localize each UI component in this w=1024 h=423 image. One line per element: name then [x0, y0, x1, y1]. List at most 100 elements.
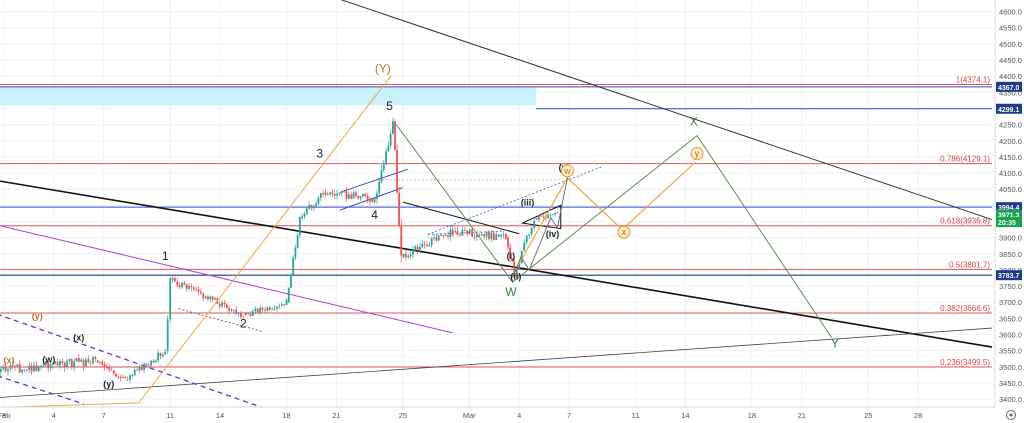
candle-body	[511, 258, 514, 262]
candle-body	[312, 205, 315, 208]
candle-body	[85, 359, 87, 367]
candle-body	[129, 375, 131, 380]
candle-body	[232, 309, 235, 311]
candle-body	[103, 364, 106, 368]
candle-body	[271, 308, 274, 310]
candle-body	[240, 312, 242, 317]
wave-circle-label: x	[622, 227, 627, 237]
level-lines	[0, 84, 992, 368]
candle-body	[463, 230, 466, 231]
candle-body	[544, 216, 547, 219]
price-tag-label: 3783.7	[998, 273, 1020, 280]
candle-body	[317, 197, 320, 204]
supply-zone-box	[0, 86, 536, 106]
time-tick-label: 18	[282, 411, 290, 420]
candle-body	[485, 231, 488, 237]
wave-label: (x)	[73, 332, 84, 342]
wave-label: (iv)	[546, 229, 560, 239]
candle-body	[157, 352, 160, 361]
wave-label: Y	[831, 336, 839, 350]
price-tick-label: 4500.0	[999, 40, 1022, 49]
candle-body	[147, 365, 150, 366]
wave-label: (iii)	[521, 197, 535, 207]
candle-body	[421, 243, 424, 248]
candle-body	[345, 191, 348, 199]
candle-body	[211, 296, 214, 300]
fib-label: 1(4374.1)	[956, 76, 991, 85]
candle-body	[500, 234, 502, 237]
candle-body	[556, 212, 559, 214]
wave-label: (ii)	[510, 272, 521, 282]
candle-body	[30, 365, 33, 372]
candle-body	[378, 181, 381, 194]
time-axis[interactable]: 8Feb 4 7 11 14 18 21 25 Mar 4 7 11 14 18 21 25 28	[0, 406, 1024, 423]
price-tick-label: 3850.0	[999, 250, 1022, 259]
candle-body	[507, 237, 509, 248]
candle-body	[87, 359, 90, 363]
price-tag-label: 4367.0	[998, 85, 1020, 92]
candle-body	[513, 261, 516, 275]
settings-gear-icon[interactable]	[1006, 410, 1016, 420]
time-tick-label: 7	[567, 411, 571, 420]
price-tick-label: 3450.0	[999, 379, 1022, 388]
candle-body	[461, 230, 464, 236]
candle-body	[143, 363, 145, 370]
candle-body	[273, 308, 276, 310]
candle-body	[382, 164, 385, 171]
candle-body	[547, 215, 550, 219]
candle-body	[554, 212, 557, 215]
candle-body	[96, 360, 99, 363]
candle-body	[0, 368, 2, 372]
time-tick-label: 21	[332, 411, 340, 420]
candle-body	[33, 365, 35, 372]
candle-body	[207, 296, 209, 300]
price-axis[interactable]: 3400.0 3450.0 3500.0 3550.0 3600.0 3650.0 3700…	[994, 0, 1024, 423]
candle-body	[101, 361, 104, 365]
candle-body	[122, 377, 124, 378]
candle-body	[70, 359, 73, 367]
candle-body	[61, 360, 64, 363]
candle-body	[296, 235, 299, 248]
wave-label: (y)	[32, 311, 43, 321]
candle-body	[176, 281, 179, 286]
wave-label: 3	[316, 147, 323, 161]
candle-body	[35, 365, 38, 372]
candle-body	[449, 229, 452, 237]
candle-body	[145, 363, 148, 366]
candle-body	[520, 250, 523, 263]
candle-body	[476, 234, 478, 237]
wave-label: 4	[371, 208, 378, 222]
price-tick-label: 4600.0	[999, 8, 1022, 17]
candle-body	[108, 367, 111, 370]
candle-body	[266, 307, 269, 311]
time-tick-label: 25	[864, 411, 872, 420]
candle-body	[40, 365, 42, 367]
candle-body	[59, 360, 61, 366]
candle-body	[115, 373, 118, 377]
wave-label: 1	[162, 249, 169, 263]
green-wxy-path	[395, 124, 833, 339]
candle-body	[244, 313, 247, 316]
price-tag-label: 20:35	[998, 220, 1016, 227]
candle-body	[471, 229, 473, 237]
wave-labels: (Y)53412(iii)(iv)(v)(i)(ii)WXY(iv)(w)(y)…	[3, 61, 839, 389]
candle-body	[183, 282, 186, 285]
fib-labels: 1(4374.1) 0.786(4129.1) 0.618(3936.8) 0.5(3…	[940, 76, 990, 367]
candle-body	[261, 307, 264, 310]
candle-body	[389, 133, 392, 146]
candle-body	[49, 364, 52, 369]
price-tick-label: 3600.0	[999, 331, 1022, 340]
candle-body	[2, 366, 5, 369]
candle-body	[502, 234, 505, 235]
candle-body	[435, 237, 438, 241]
price-tag-label: 4299.1	[998, 107, 1020, 114]
candle-body	[199, 291, 202, 294]
candle-body	[419, 247, 421, 250]
candle-body	[433, 237, 435, 239]
candle-body	[252, 311, 254, 316]
candle-body	[394, 121, 396, 151]
wave-label: 5	[386, 99, 393, 113]
candle-body	[490, 232, 493, 240]
candle-body	[242, 316, 245, 318]
